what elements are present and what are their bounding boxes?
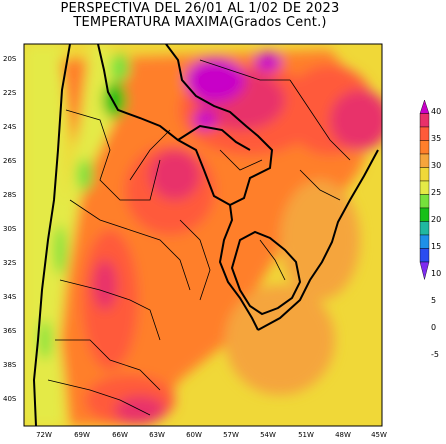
lat-label: 34S xyxy=(3,293,17,301)
colorbar-tick: 35 xyxy=(431,134,441,143)
colorbar-swatch xyxy=(419,234,430,249)
lat-label: 20S xyxy=(3,55,17,63)
colorbar-tick: -5 xyxy=(431,350,439,359)
lat-label: 28S xyxy=(3,191,17,199)
colorbar-swatch xyxy=(419,99,430,114)
lon-label: 51W xyxy=(298,431,314,439)
temperature-field xyxy=(24,44,382,426)
colorbar-swatch xyxy=(419,167,430,182)
lat-label: 38S xyxy=(3,361,17,369)
colorbar-swatch xyxy=(419,221,430,236)
lon-label: 54W xyxy=(260,431,276,439)
colorbar-swatch xyxy=(419,194,430,209)
colorbar-swatch xyxy=(419,153,430,168)
colorbar-swatch xyxy=(419,113,430,128)
colorbar-swatch xyxy=(419,248,430,263)
lat-label: 40S xyxy=(3,395,17,403)
lon-label: 57W xyxy=(223,431,239,439)
colorbar-swatch xyxy=(419,261,430,280)
lon-label: 60W xyxy=(186,431,202,439)
map-title-line-1: PERSPECTIVA DEL 26/01 AL 1/02 DE 2023 xyxy=(60,1,340,16)
lat-label: 24S xyxy=(3,123,17,131)
lat-label: 22S xyxy=(3,89,17,97)
lon-label: 72W xyxy=(36,431,52,439)
colorbar-swatch xyxy=(419,207,430,222)
colorbar-tick: 0 xyxy=(431,323,436,332)
colorbar-tick: 5 xyxy=(431,296,436,305)
lon-label: 69W xyxy=(74,431,90,439)
colorbar-tick: 10 xyxy=(431,269,441,278)
colorbar-ticks: 40 35 30 25 20 15 10 5 0 -5 xyxy=(431,107,441,359)
lat-label: 36S xyxy=(3,327,17,335)
latitude-axis: 20S 22S 24S 26S 28S 30S 32S 34S 36S 38S … xyxy=(3,55,17,403)
colorbar-tick: 25 xyxy=(431,188,441,197)
map-frame xyxy=(23,43,383,427)
province-borders xyxy=(47,59,351,416)
lat-label: 32S xyxy=(3,259,17,267)
lon-label: 63W xyxy=(149,431,165,439)
colorbar-swatch xyxy=(419,140,430,155)
colorbar-tick: 30 xyxy=(431,161,441,170)
temperature-colorbar: 40 35 30 25 20 15 10 5 0 -5 xyxy=(419,99,441,359)
lat-label: 26S xyxy=(3,157,17,165)
lat-label: 30S xyxy=(3,225,17,233)
colorbar-tick: 40 xyxy=(431,107,441,116)
colorbar-swatch xyxy=(419,126,430,141)
colorbar-swatch xyxy=(419,180,430,195)
lon-label: 66W xyxy=(112,431,128,439)
country-borders xyxy=(32,44,379,426)
colorbar-swatches xyxy=(419,99,430,280)
lon-label: 48W xyxy=(335,431,351,439)
lon-label: 45W xyxy=(371,431,387,439)
colorbar-tick: 15 xyxy=(431,242,441,251)
map-title-line-2: TEMPERATURA MAXIMA(Grados Cent.) xyxy=(73,15,327,30)
longitude-axis: 72W 69W 66W 63W 60W 57W 54W 51W 48W 45W xyxy=(36,431,387,439)
colorbar-tick: 20 xyxy=(431,215,441,224)
